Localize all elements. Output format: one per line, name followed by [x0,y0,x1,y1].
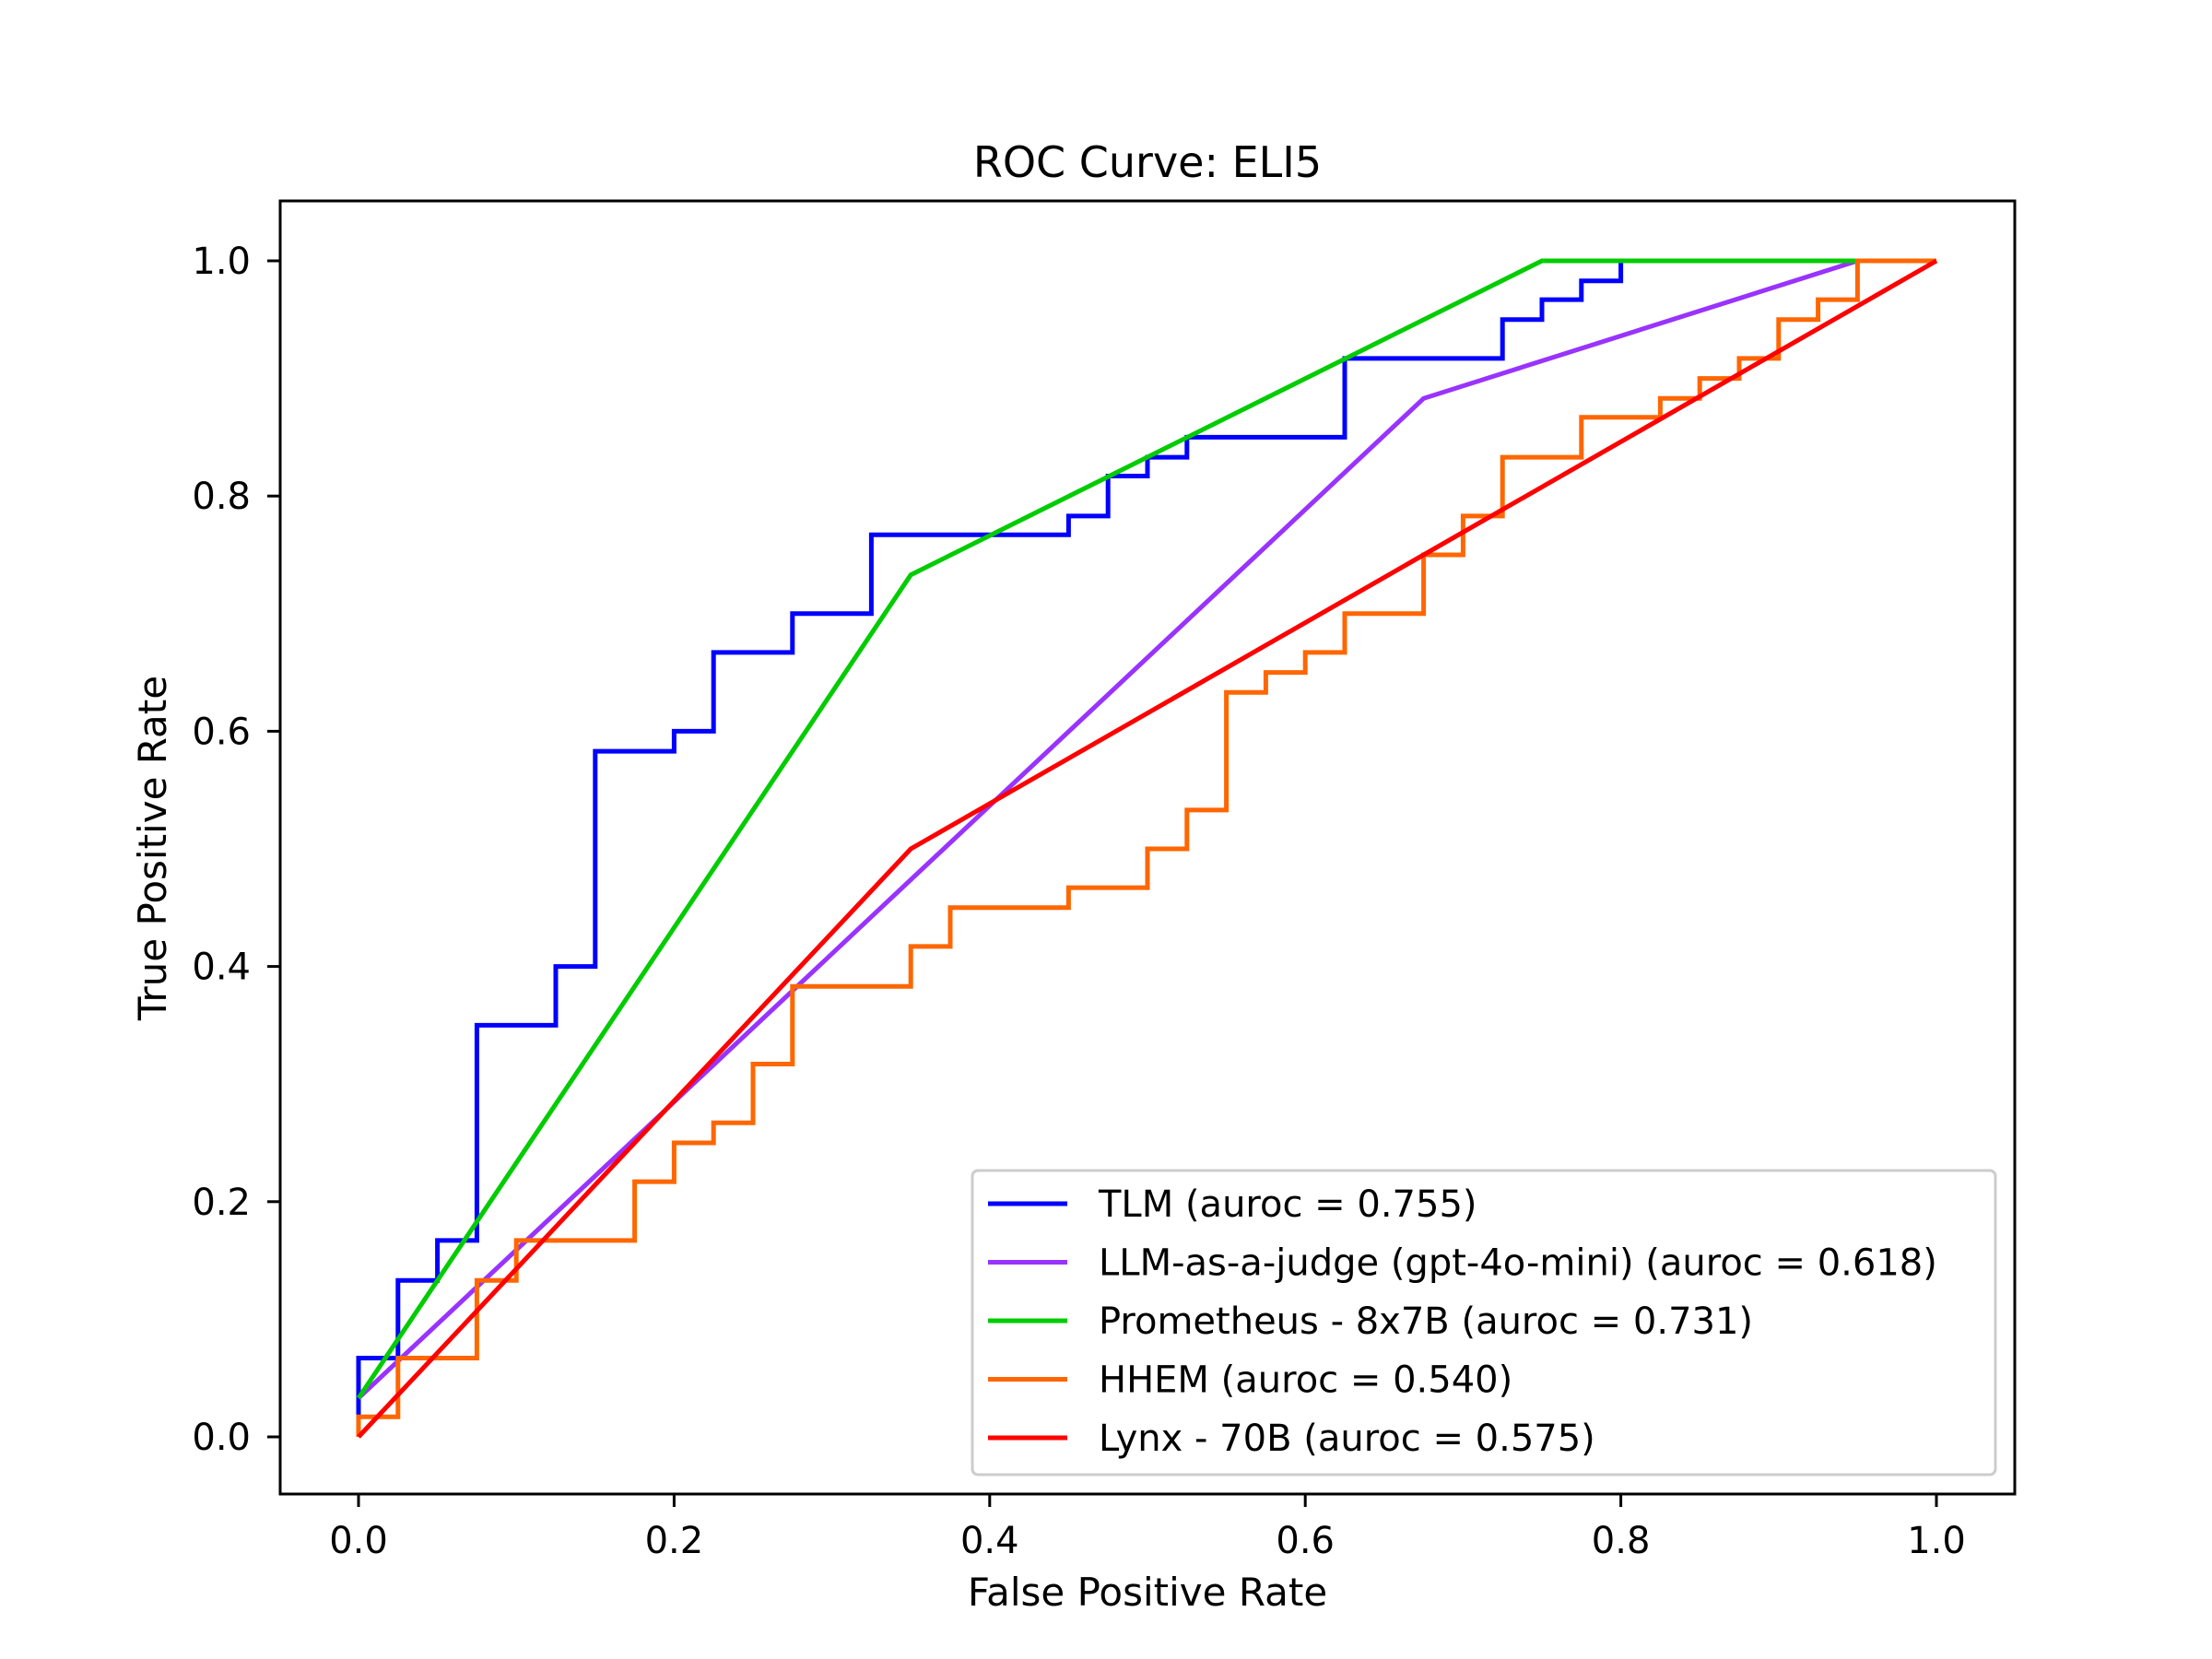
y-axis-ticks: 0.0 0.2 0.4 0.6 0.8 1.0 [192,241,280,1459]
x-axis-ticks: 0.0 0.2 0.4 0.6 0.8 1.0 [329,1494,1966,1562]
series-line-3 [356,258,1936,1437]
y-tick-label: 0.0 [192,1417,251,1459]
y-tick-label: 0.8 [192,476,251,518]
y-axis-label: True Positive Rate [130,676,175,1021]
y-tick-label: 1.0 [192,241,251,283]
x-tick-label: 0.2 [645,1520,704,1562]
plot-lines [356,258,1938,1439]
legend: TLM (auroc = 0.755) LLM-as-a-judge (gpt-4… [971,1169,1997,1477]
legend-label-4: Lynx - 70B (auroc = 0.575) [1099,1418,1595,1460]
y-tick-label: 0.6 [192,711,251,753]
legend-label-0: TLM (auroc = 0.755) [1098,1183,1477,1226]
legend-label-1: LLM-as-a-judge (gpt-4o-mini) (auroc = 0.… [1099,1242,1937,1285]
legend-label-3: HHEM (auroc = 0.540) [1099,1359,1512,1402]
x-tick-label: 0.6 [1276,1520,1335,1562]
axes-frame [278,199,2017,1496]
x-axis-label: False Positive Rate [968,1570,1327,1615]
chart-title: ROC Curve: ELI5 [973,137,1322,187]
legend-label-2: Prometheus - 8x7B (auroc = 0.731) [1099,1300,1753,1343]
x-tick-label: 1.0 [1907,1520,1966,1562]
legend-box [971,1169,1997,1477]
y-tick-label: 0.2 [192,1182,251,1224]
y-tick-label: 0.4 [192,947,251,989]
x-tick-label: 0.0 [329,1520,388,1562]
series-line-4 [357,258,1938,1439]
x-tick-label: 0.4 [960,1520,1019,1562]
series-line-2 [356,258,1936,1400]
x-tick-label: 0.8 [1592,1520,1651,1562]
series-line-0 [356,258,1936,1437]
